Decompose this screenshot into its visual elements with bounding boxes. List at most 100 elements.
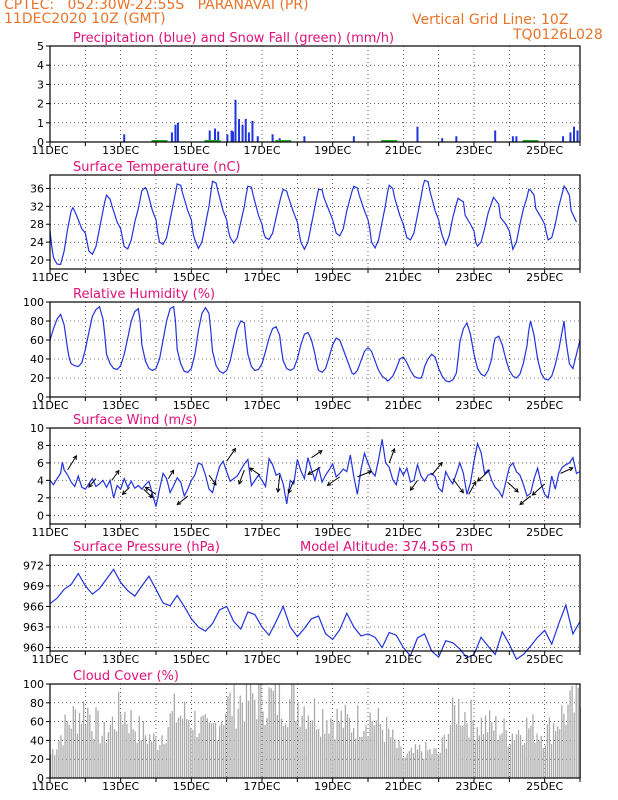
cloud-bar — [373, 725, 375, 778]
x-tick-label: 17DEC — [243, 780, 280, 793]
cloud-bar — [260, 684, 262, 778]
precip-bar — [576, 130, 579, 142]
cloud-bar — [482, 734, 485, 778]
cloud-bar — [78, 713, 81, 778]
wind-arrow-head — [531, 491, 537, 496]
cloud-bar — [400, 746, 402, 778]
cloud-bar — [326, 720, 328, 778]
precip-bar — [232, 131, 235, 142]
precip-bar — [494, 130, 497, 142]
panel-frame — [49, 427, 581, 525]
precip-bar — [562, 136, 565, 142]
cloud-bar — [264, 725, 266, 778]
cloud-bar — [231, 716, 233, 778]
wind-arrow-head — [248, 467, 254, 472]
cloud-bar — [157, 749, 159, 778]
precip-bar — [238, 118, 241, 142]
cloud-bar — [383, 741, 386, 778]
cloud-bar — [179, 715, 182, 778]
cloud-bar — [293, 684, 295, 778]
cloud-bar — [305, 728, 307, 778]
panel-5: 0 20 40 60 80 100 11DEC 13DEC 15DEC 17DEC 19DEC 21D… — [23, 669, 582, 793]
cloud-bar — [429, 749, 431, 778]
cloud-bar — [416, 749, 419, 778]
cloud-bar — [239, 695, 241, 778]
x-tick-label: 13DEC — [102, 144, 139, 157]
precip-bar — [241, 124, 244, 142]
cloud-bar — [573, 712, 575, 778]
cloud-bar — [99, 743, 101, 778]
y-tick-label: 40 — [30, 734, 44, 747]
cloud-bar — [431, 754, 433, 778]
x-tick-label: 13DEC — [102, 399, 139, 412]
wind-arrow-head — [121, 490, 127, 496]
cloud-bar — [503, 718, 505, 778]
series-line — [49, 439, 581, 507]
cloud-bar — [550, 744, 553, 778]
cloud-bar — [538, 740, 540, 778]
cloud-bar — [254, 699, 256, 778]
precip-bar — [123, 134, 126, 142]
cloud-bar — [289, 699, 291, 778]
cloud-bar — [120, 713, 122, 778]
y-tick-label: 966 — [23, 600, 44, 613]
cloud-bar — [474, 740, 476, 778]
precip-bar — [511, 136, 514, 142]
cloud-bar — [524, 743, 526, 778]
wind-arrow-head — [459, 488, 464, 494]
cloud-bar — [153, 733, 155, 778]
y-tick-label: 1 — [37, 117, 44, 130]
cloud-bar — [439, 752, 441, 778]
x-tick-label: 15DEC — [173, 399, 210, 412]
cloud-bar — [132, 729, 134, 778]
precip-bar — [572, 126, 575, 142]
cloud-bar — [237, 708, 239, 778]
y-tick-label: 20 — [30, 372, 44, 385]
wind-arrow-head — [326, 481, 332, 486]
cloud-bar — [107, 732, 110, 778]
cloud-bar — [468, 737, 470, 778]
cloud-bar — [548, 717, 551, 778]
cloud-bar — [519, 735, 522, 778]
wind-arrow-head — [317, 450, 323, 455]
wind-arrow-head — [212, 480, 217, 486]
cloud-bar — [561, 705, 563, 778]
x-tick-label: 21DEC — [385, 399, 422, 412]
cloud-bar — [357, 705, 359, 778]
panel-title: Precipitation (blue) and Snow Fall (gree… — [73, 31, 394, 46]
y-tick-label: 0 — [37, 391, 44, 404]
wind-arrow — [431, 462, 443, 476]
wind-arrow — [226, 448, 236, 462]
cloud-bar — [80, 723, 83, 778]
y-tick-label: 10 — [30, 422, 44, 435]
cloud-bar — [322, 709, 324, 778]
wind-arrow — [519, 495, 531, 505]
x-tick-label: 21DEC — [385, 653, 422, 666]
cloud-bar — [489, 710, 491, 778]
cloud-bar — [200, 716, 202, 778]
cloud-bar — [408, 751, 410, 778]
cloud-bar — [295, 720, 297, 778]
cloud-bar — [56, 749, 58, 778]
header-run-id: TQ0126L028 — [513, 27, 603, 43]
wind-arrow-head — [514, 487, 519, 493]
cloud-bar — [249, 684, 252, 778]
y-tick-label: 960 — [23, 642, 44, 655]
cloud-bar — [70, 728, 72, 778]
cloud-bar — [557, 726, 559, 778]
cloud-bar — [118, 692, 120, 778]
x-tick-label: 15DEC — [173, 653, 210, 666]
wind-arrow — [307, 466, 321, 475]
cloud-bar — [371, 721, 373, 778]
y-tick-label: 60 — [30, 334, 44, 347]
x-tick-label: 19DEC — [314, 526, 351, 539]
wind-arrow — [311, 450, 323, 459]
cloud-bar — [299, 726, 301, 778]
cloud-bar — [177, 717, 180, 778]
cloud-bar — [97, 710, 99, 778]
cloud-bar — [74, 709, 77, 778]
panel-title: Relative Humidity (%) — [73, 287, 215, 302]
cloud-bar — [534, 742, 536, 778]
cloud-bar — [352, 727, 355, 778]
precip-bar — [455, 136, 458, 142]
